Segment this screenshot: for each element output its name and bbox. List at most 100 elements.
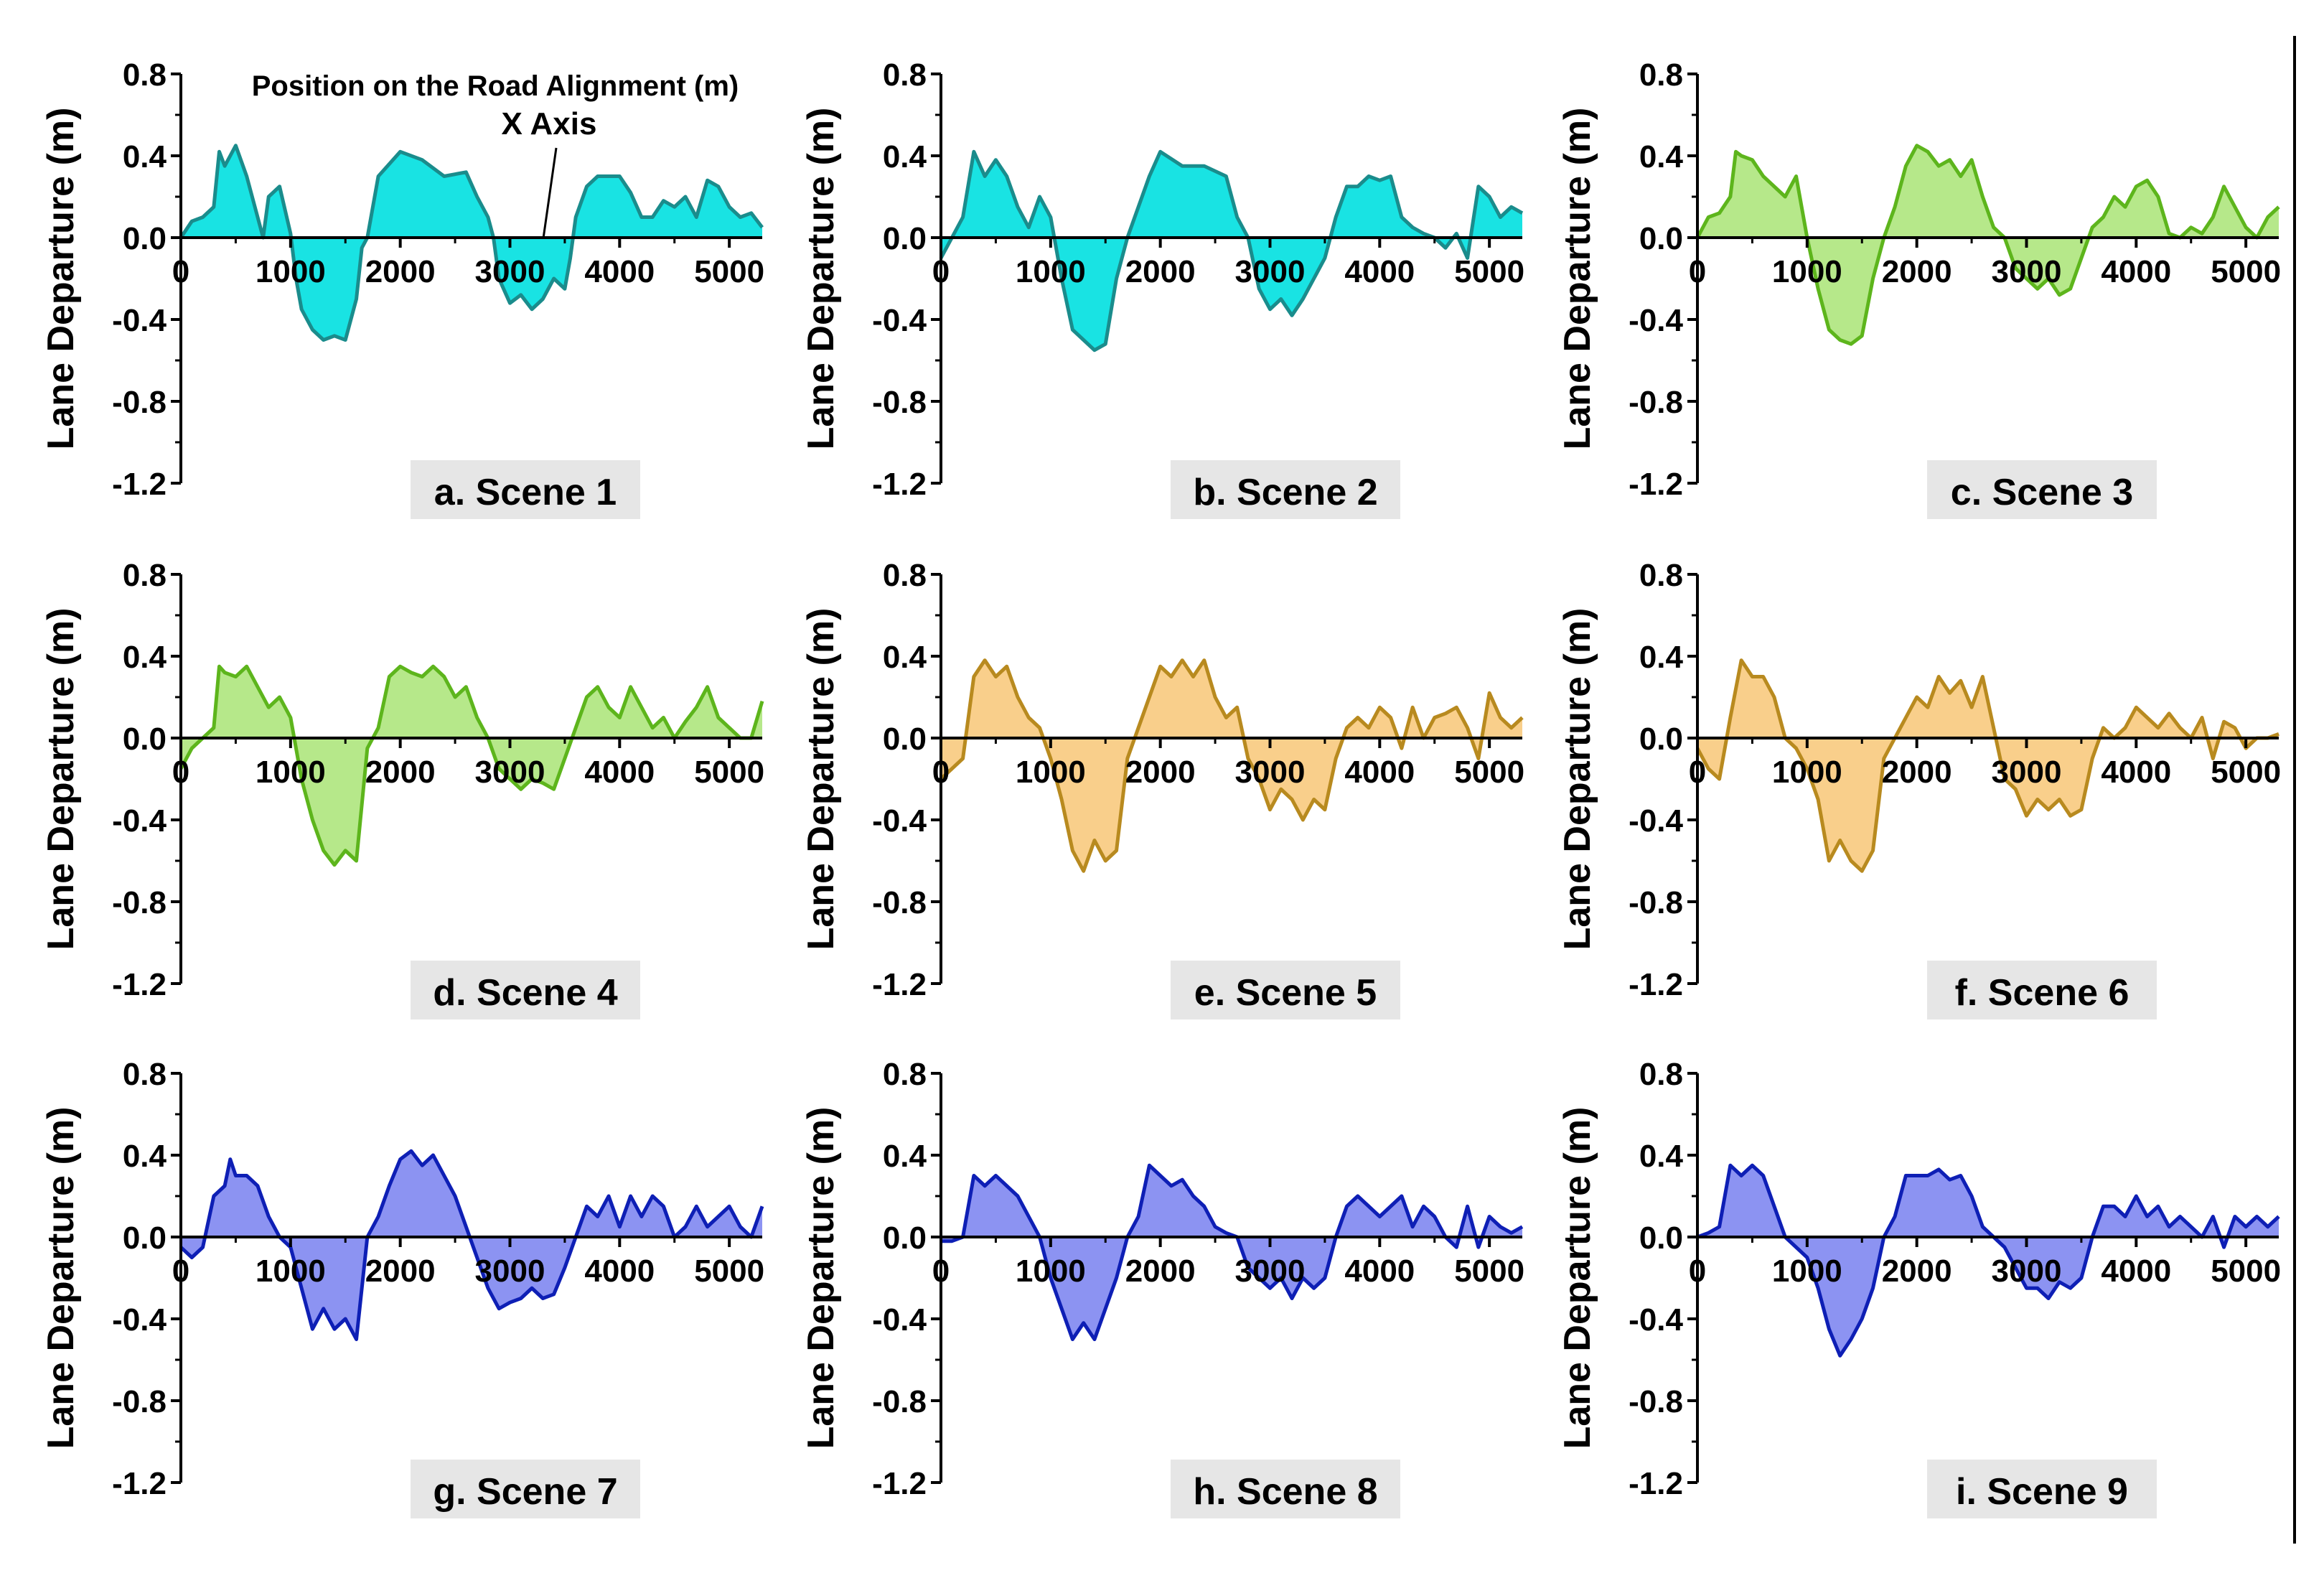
panel-title: d. Scene 4 — [433, 972, 617, 1014]
y-tick-label: -1.2 — [872, 967, 927, 1002]
y-tick-label: 0.8 — [883, 558, 927, 593]
panel-9: -1.2 -0.8 -0.4 0.0 0.4 0.8 0 1000 2000 3000 4000 50… — [1557, 1057, 2281, 1518]
x-tick-label: 1000 — [256, 254, 326, 289]
x-tick-label: 1000 — [256, 755, 326, 790]
x-axis-annotation: Position on the Road Alignment (m) X Axis — [252, 70, 739, 239]
y-tick-label: -0.8 — [112, 885, 167, 920]
panel-title: i. Scene 9 — [1956, 1471, 2128, 1513]
series-line — [179, 664, 764, 867]
x-tick-label: 4000 — [584, 1254, 655, 1289]
y-tick-label: -0.8 — [1629, 385, 1683, 420]
panel-3: -1.2 -0.8 -0.4 0.0 0.4 0.8 0 1000 2000 3000 4000 50… — [1557, 57, 2281, 519]
x-tick-label: 2000 — [365, 254, 436, 289]
x-tick-label: 2000 — [1882, 755, 1952, 790]
y-axis-label: Lane Departure (m) — [1557, 608, 1598, 951]
x-tick-label: 4000 — [2101, 254, 2171, 289]
annotation-pointer — [542, 147, 558, 239]
x-tick-label: 3000 — [475, 254, 545, 289]
y-tick-label: 0.4 — [1639, 139, 1684, 174]
x-tick-label: 3000 — [475, 755, 545, 790]
panel-title-bg — [411, 961, 640, 1019]
y-tick-label: -0.4 — [872, 303, 927, 338]
y-tick-label: -0.4 — [1629, 803, 1683, 839]
series-line — [940, 658, 1524, 873]
x-tick-label: 3000 — [1235, 1254, 1306, 1289]
x-tick-label: 5000 — [694, 1254, 764, 1289]
x-tick-label: 0 — [172, 755, 189, 790]
y-tick-label: -0.4 — [112, 1302, 167, 1338]
panel-5: -1.2 -0.8 -0.4 0.0 0.4 0.8 0 1000 2000 3000 4000 50… — [800, 558, 1524, 1019]
y-tick-label: -0.8 — [1629, 1384, 1683, 1419]
series-line — [941, 1163, 1524, 1341]
area-fill — [181, 1151, 762, 1340]
y-tick-label: 0.0 — [1639, 1220, 1683, 1256]
panel-title: a. Scene 1 — [434, 472, 617, 513]
y-tick-label: -0.8 — [1629, 885, 1683, 920]
panel-title: e. Scene 5 — [1194, 972, 1377, 1014]
y-tick-label: -0.8 — [112, 385, 167, 420]
panel-1: -1.2 -0.8 -0.4 0.0 0.4 0.8 0 1000 2000 3000 4000 50… — [40, 57, 764, 519]
x-tick-label: 3000 — [1992, 254, 2062, 289]
x-tick-label: 5000 — [694, 254, 764, 289]
x-tick-label: 4000 — [584, 755, 655, 790]
x-tick-label: 2000 — [1882, 254, 1952, 289]
y-tick-label: -0.8 — [872, 385, 927, 420]
area-fill — [941, 1165, 1522, 1340]
y-tick-label: -0.8 — [112, 1384, 167, 1419]
y-tick-label: 0.0 — [883, 1220, 927, 1256]
y-tick-label: -0.8 — [872, 1384, 927, 1419]
panel-title: c. Scene 3 — [1951, 472, 2133, 513]
area-fill — [1697, 145, 2279, 345]
x-tick-label: 5000 — [1454, 254, 1524, 289]
y-tick-label: -0.4 — [872, 1302, 927, 1338]
y-tick-label: 0.4 — [883, 139, 927, 174]
x-tick-label: 3000 — [1992, 1254, 2062, 1289]
x-tick-label: 5000 — [2211, 755, 2281, 790]
area-fill — [941, 151, 1522, 350]
x-tick-label: 2000 — [1125, 1254, 1196, 1289]
series-line — [1695, 144, 2280, 346]
y-axis-label: Lane Departure (m) — [800, 108, 842, 450]
y-tick-label: -1.2 — [872, 467, 927, 502]
x-tick-label: 0 — [1689, 254, 1706, 289]
x-tick-label: 4000 — [584, 254, 655, 289]
panel-title-bg — [1927, 961, 2157, 1019]
x-tick-label: 4000 — [1344, 755, 1415, 790]
y-tick-label: -1.2 — [872, 1466, 927, 1501]
series-line — [1697, 1163, 2280, 1358]
y-tick-label: -1.2 — [112, 1466, 167, 1501]
y-tick-label: -0.8 — [872, 885, 927, 920]
x-tick-label: 1000 — [1772, 254, 1842, 289]
panel-8: -1.2 -0.8 -0.4 0.0 0.4 0.8 0 1000 2000 3000 4000 50… — [800, 1057, 1524, 1518]
panel-title: g. Scene 7 — [433, 1471, 617, 1513]
y-tick-label: 0.0 — [883, 221, 927, 256]
panel-title: b. Scene 2 — [1193, 472, 1377, 513]
panel-7: -1.2 -0.8 -0.4 0.0 0.4 0.8 0 1000 2000 3000 4000 50… — [40, 1057, 764, 1518]
y-axis-label: Lane Departure (m) — [800, 608, 842, 951]
x-tick-label: 0 — [172, 254, 189, 289]
area-fill — [181, 145, 762, 340]
x-tick-label: 0 — [932, 755, 950, 790]
series-line — [179, 1149, 764, 1341]
y-tick-label: 0.8 — [123, 57, 167, 93]
y-tick-label: 0.4 — [883, 1139, 927, 1174]
y-tick-label: 0.8 — [1639, 558, 1683, 593]
y-tick-label: -0.4 — [872, 803, 927, 839]
x-tick-label: 3000 — [1235, 254, 1306, 289]
x-tick-label: 5000 — [1454, 1254, 1524, 1289]
x-tick-label: 2000 — [1882, 1254, 1952, 1289]
y-tick-label: 0.0 — [1639, 722, 1683, 757]
x-tick-label: 5000 — [1454, 755, 1524, 790]
panel-4: -1.2 -0.8 -0.4 0.0 0.4 0.8 0 1000 2000 3000 4000 50… — [40, 558, 764, 1019]
y-tick-label: 0.0 — [883, 722, 927, 757]
x-tick-label: 1000 — [1016, 254, 1086, 289]
y-tick-label: -1.2 — [1629, 967, 1683, 1002]
y-tick-label: 0.0 — [123, 722, 167, 757]
panel-2: -1.2 -0.8 -0.4 0.0 0.4 0.8 0 1000 2000 3000 4000 50… — [800, 57, 1524, 519]
annotation-title: Position on the Road Alignment (m) — [252, 70, 739, 102]
panel-title-bg — [411, 460, 640, 519]
x-tick-label: 2000 — [1125, 755, 1196, 790]
panel-title-bg — [1171, 961, 1400, 1019]
x-tick-label: 4000 — [2101, 1254, 2171, 1289]
